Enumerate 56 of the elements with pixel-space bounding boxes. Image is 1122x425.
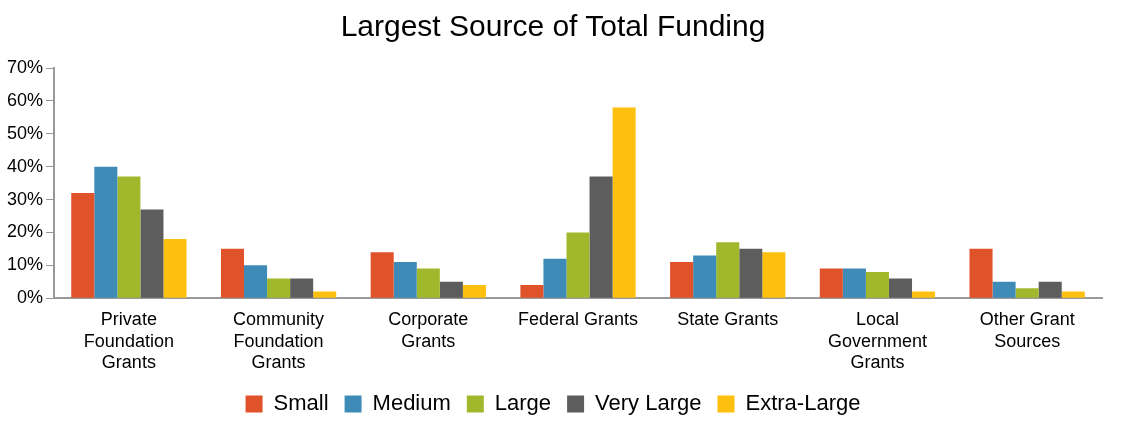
bar <box>819 268 843 298</box>
bar <box>992 281 1016 298</box>
bar <box>117 176 141 298</box>
y-tick-label: 60% <box>7 89 44 110</box>
y-tick-label: 30% <box>7 188 44 209</box>
bar <box>969 248 993 298</box>
bar <box>842 268 866 298</box>
bar <box>566 232 590 298</box>
bar <box>140 209 164 298</box>
bar <box>612 107 636 298</box>
x-tick-label: Corporate Grants <box>388 308 469 351</box>
bar <box>462 285 486 298</box>
bar <box>370 252 394 298</box>
bar <box>670 262 694 298</box>
bar <box>244 265 268 298</box>
bar <box>739 248 763 298</box>
x-tick-label: Private Foundation Grants <box>83 308 174 373</box>
bar <box>1038 281 1062 298</box>
chart-title: Largest Source of Total Funding <box>340 9 766 43</box>
bar <box>267 278 291 298</box>
x-tick-label: Other Grant Sources <box>979 308 1075 351</box>
x-tick-label: Federal Grants <box>517 308 639 329</box>
bar <box>865 271 889 298</box>
bar <box>520 285 544 298</box>
y-tick-label: 10% <box>7 254 44 275</box>
legend-label: Extra-Large <box>745 390 861 416</box>
y-tick-label: 50% <box>7 122 44 143</box>
bar <box>220 248 245 298</box>
y-tick-label: 20% <box>7 221 44 242</box>
x-tick-label: Local Government Grants <box>827 308 927 373</box>
bar <box>762 252 786 298</box>
bar <box>888 278 913 298</box>
bar <box>1061 291 1085 298</box>
bar <box>290 278 314 298</box>
bar <box>313 291 337 298</box>
bar <box>94 166 118 298</box>
bar <box>589 176 613 298</box>
bar <box>693 255 717 298</box>
bar <box>393 262 417 298</box>
legend-label: Medium <box>372 390 451 416</box>
bar <box>716 242 740 298</box>
bar <box>163 239 187 298</box>
x-tick-label: State Grants <box>677 308 779 329</box>
x-tick-label: Community Foundation Grants <box>233 308 325 373</box>
legend-label: Large <box>494 390 552 416</box>
bar <box>71 192 95 298</box>
legend-label: Small <box>273 390 329 416</box>
y-tick-label: 0% <box>17 287 44 308</box>
legend-label: Very Large <box>595 390 702 416</box>
bar <box>912 291 936 298</box>
bar <box>439 281 463 298</box>
y-tick-label: 70% <box>7 56 44 77</box>
y-tick-label: 40% <box>7 155 44 176</box>
bar <box>1015 288 1039 298</box>
bar <box>543 258 567 298</box>
bar <box>416 268 440 298</box>
